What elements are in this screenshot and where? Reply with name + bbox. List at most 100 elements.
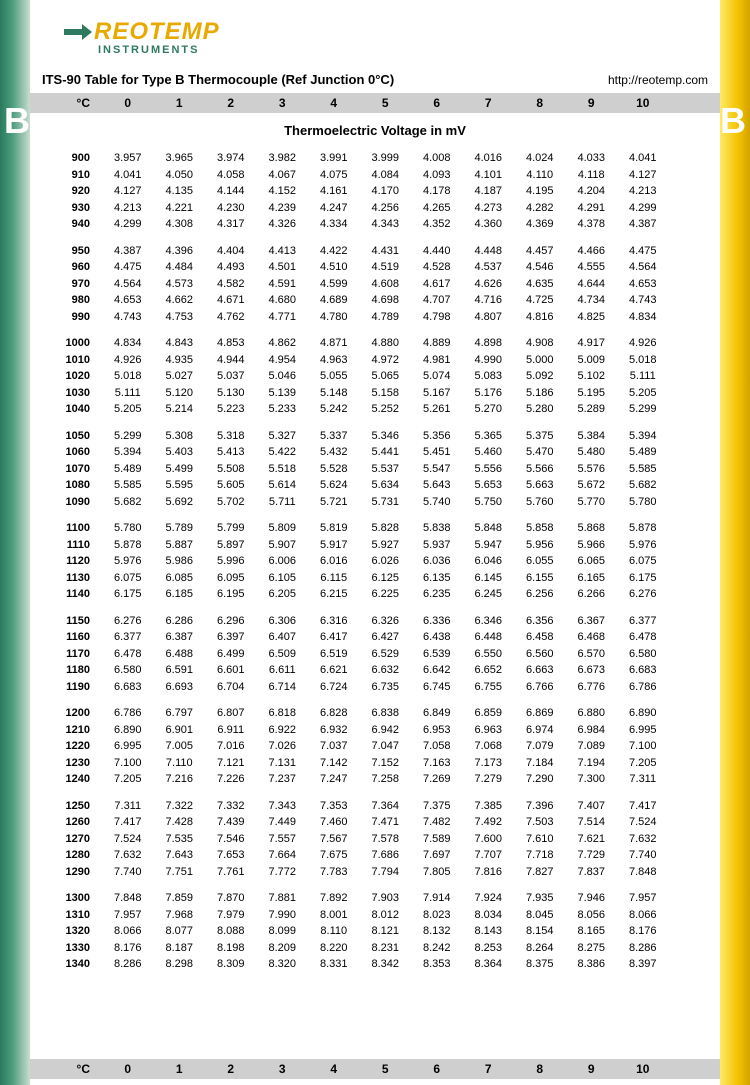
cell-value: 7.783 xyxy=(308,864,360,881)
cell-value: 4.528 xyxy=(411,259,463,276)
cell-value: 7.546 xyxy=(205,831,257,848)
table-row: 10805.5855.5955.6055.6145.6245.6345.6435… xyxy=(30,477,720,494)
cell-value: 4.204 xyxy=(566,183,618,200)
cell-value: 5.878 xyxy=(617,520,669,537)
cell-value: 4.369 xyxy=(514,216,566,233)
cell-value: 4.626 xyxy=(463,276,515,293)
title-row: ITS-90 Table for Type B Thermocouple (Re… xyxy=(30,62,720,93)
table-row: 10305.1115.1205.1305.1395.1485.1585.1675… xyxy=(30,385,720,402)
row-temp: 910 xyxy=(30,167,102,184)
cell-value: 7.578 xyxy=(360,831,412,848)
cell-value: 4.041 xyxy=(617,150,669,167)
cell-value: 4.008 xyxy=(411,150,463,167)
cell-value: 4.457 xyxy=(514,243,566,260)
table-row: 11105.8785.8875.8975.9075.9175.9275.9375… xyxy=(30,537,720,554)
cell-value: 4.981 xyxy=(411,352,463,369)
cell-value: 6.468 xyxy=(566,629,618,646)
cell-value: 3.974 xyxy=(205,150,257,167)
cell-value: 7.121 xyxy=(205,755,257,772)
cell-value: 4.573 xyxy=(154,276,206,293)
cell-value: 8.364 xyxy=(463,956,515,973)
cell-value: 4.265 xyxy=(411,200,463,217)
cell-value: 7.407 xyxy=(566,798,618,815)
cell-value: 8.264 xyxy=(514,940,566,957)
cell-value: 6.145 xyxy=(463,570,515,587)
cell-value: 7.226 xyxy=(205,771,257,788)
cell-value: 6.175 xyxy=(102,586,154,603)
cell-value: 7.152 xyxy=(360,755,412,772)
row-temp: 1100 xyxy=(30,520,102,537)
cell-value: 5.261 xyxy=(411,401,463,418)
cell-value: 5.927 xyxy=(360,537,412,554)
cell-value: 6.346 xyxy=(463,613,515,630)
cell-value: 7.482 xyxy=(411,814,463,831)
cell-value: 8.176 xyxy=(102,940,154,957)
cell-value: 5.318 xyxy=(205,428,257,445)
cell-value: 4.510 xyxy=(308,259,360,276)
cell-value: 7.439 xyxy=(205,814,257,831)
cell-value: 6.632 xyxy=(360,662,412,679)
logo-reo: REO xyxy=(94,18,149,45)
table-row: 9804.6534.6624.6714.6804.6894.6984.7074.… xyxy=(30,292,720,309)
cell-value: 6.356 xyxy=(514,613,566,630)
cell-value: 5.585 xyxy=(617,461,669,478)
header-col: 0 xyxy=(102,1062,154,1076)
cell-value: 7.924 xyxy=(463,890,515,907)
cell-value: 5.780 xyxy=(102,520,154,537)
cell-value: 7.600 xyxy=(463,831,515,848)
cell-value: 7.184 xyxy=(514,755,566,772)
cell-value: 6.880 xyxy=(566,705,618,722)
cell-value: 6.367 xyxy=(566,613,618,630)
cell-value: 6.663 xyxy=(514,662,566,679)
cell-value: 6.621 xyxy=(308,662,360,679)
cell-value: 8.275 xyxy=(566,940,618,957)
row-temp: 1110 xyxy=(30,537,102,554)
cell-value: 4.093 xyxy=(411,167,463,184)
cell-value: 5.770 xyxy=(566,494,618,511)
cell-value: 8.023 xyxy=(411,907,463,924)
cell-value: 5.046 xyxy=(257,368,309,385)
cell-value: 6.786 xyxy=(102,705,154,722)
cell-value: 7.269 xyxy=(411,771,463,788)
cell-value: 4.170 xyxy=(360,183,412,200)
cell-value: 6.115 xyxy=(308,570,360,587)
cell-value: 5.375 xyxy=(514,428,566,445)
cell-value: 5.614 xyxy=(257,477,309,494)
cell-value: 4.352 xyxy=(411,216,463,233)
cell-value: 5.692 xyxy=(154,494,206,511)
cell-value: 8.066 xyxy=(617,907,669,924)
cell-value: 6.438 xyxy=(411,629,463,646)
cell-value: 7.557 xyxy=(257,831,309,848)
cell-value: 7.417 xyxy=(617,798,669,815)
header-col: 4 xyxy=(308,96,360,110)
cell-value: 5.111 xyxy=(617,368,669,385)
cell-value: 8.012 xyxy=(360,907,412,924)
row-temp: 1090 xyxy=(30,494,102,511)
cell-value: 4.239 xyxy=(257,200,309,217)
cell-value: 7.047 xyxy=(360,738,412,755)
cell-value: 6.055 xyxy=(514,553,566,570)
table-row: 11406.1756.1856.1956.2056.2156.2256.2356… xyxy=(30,586,720,603)
cell-value: 4.101 xyxy=(463,167,515,184)
cell-value: 4.944 xyxy=(205,352,257,369)
cell-value: 5.074 xyxy=(411,368,463,385)
cell-value: 5.139 xyxy=(257,385,309,402)
cell-value: 6.673 xyxy=(566,662,618,679)
cell-value: 6.377 xyxy=(617,613,669,630)
row-temp: 930 xyxy=(30,200,102,217)
cell-value: 3.982 xyxy=(257,150,309,167)
cell-value: 5.702 xyxy=(205,494,257,511)
cell-value: 4.972 xyxy=(360,352,412,369)
row-temp: 940 xyxy=(30,216,102,233)
cell-value: 7.707 xyxy=(463,847,515,864)
cell-value: 5.547 xyxy=(411,461,463,478)
cell-value: 4.413 xyxy=(257,243,309,260)
cell-value: 7.805 xyxy=(411,864,463,881)
cell-value: 8.342 xyxy=(360,956,412,973)
cell-value: 4.789 xyxy=(360,309,412,326)
cell-value: 8.231 xyxy=(360,940,412,957)
cell-value: 7.100 xyxy=(617,738,669,755)
cell-value: 4.935 xyxy=(154,352,206,369)
cell-value: 5.917 xyxy=(308,537,360,554)
row-temp: 1280 xyxy=(30,847,102,864)
